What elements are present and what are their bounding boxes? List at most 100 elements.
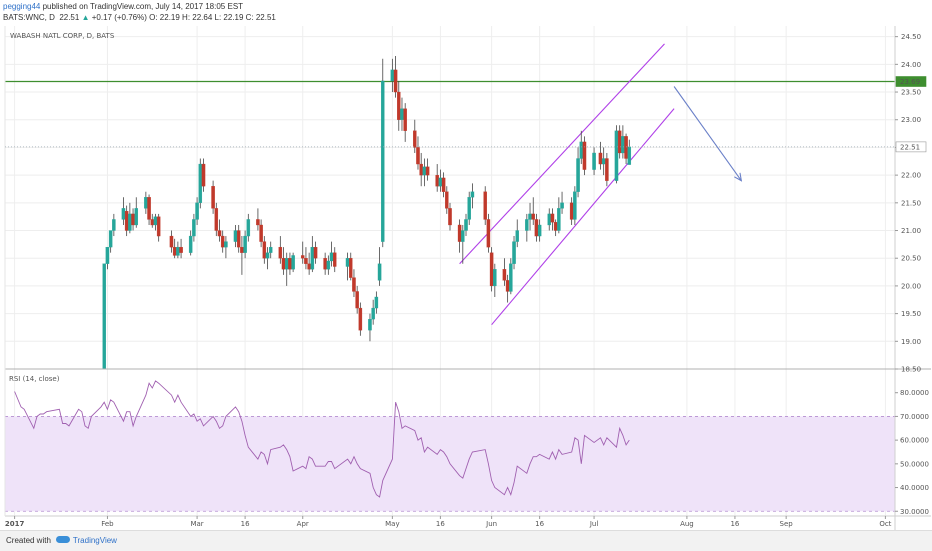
time-tick-label: Apr bbox=[297, 520, 309, 528]
price-tick-label: 18.50 bbox=[901, 366, 921, 374]
candle-body bbox=[461, 230, 465, 242]
candle-body bbox=[265, 252, 270, 259]
candle-body bbox=[144, 197, 148, 209]
price-chart[interactable]: 18.50 19.00 19.50 20.00 20.50 21.00 21.50 22.00… bbox=[0, 26, 932, 530]
rsi-tick-label: 80.0000 bbox=[900, 389, 929, 397]
candle-body bbox=[134, 208, 139, 226]
time-tick-label: 2017 bbox=[5, 520, 25, 528]
price-tick-label: 23.00 bbox=[901, 116, 921, 124]
candle-body bbox=[323, 258, 327, 270]
candle-body bbox=[121, 208, 126, 220]
channel-upper-line bbox=[459, 43, 665, 265]
time-tick-label: Sep bbox=[780, 520, 794, 528]
candle-body bbox=[300, 255, 305, 259]
author-link[interactable]: pegging44 bbox=[3, 2, 41, 11]
publish-line: pegging44 published on TradingView.com, … bbox=[3, 2, 243, 11]
pane-frame bbox=[4, 26, 931, 530]
symbol-label: BATS:WNC, D bbox=[3, 13, 55, 22]
candle-body bbox=[368, 318, 372, 331]
candle-body bbox=[105, 246, 110, 264]
time-tick-label: 16 bbox=[535, 520, 544, 528]
candle-body bbox=[403, 108, 407, 131]
candle-body bbox=[220, 235, 225, 248]
candle-body bbox=[371, 307, 375, 320]
candle-body bbox=[201, 163, 206, 187]
candle-body bbox=[179, 246, 183, 253]
tradingview-link[interactable]: TradingView bbox=[72, 536, 117, 545]
price-tick-label: 20.50 bbox=[901, 255, 921, 263]
candle-body bbox=[397, 91, 401, 120]
price-tick-label: 19.50 bbox=[901, 310, 921, 318]
price-tick-label: 22.00 bbox=[901, 172, 921, 180]
candle-body bbox=[582, 141, 587, 170]
candle-body bbox=[381, 80, 385, 242]
time-axis[interactable]: 2017 Feb Mar 16 Apr May 16 Jun 16 Jul Aug 16 Sep Oct bbox=[5, 516, 892, 528]
candle-body bbox=[169, 235, 174, 248]
price-tick-label: 21.50 bbox=[901, 199, 921, 207]
candle-body bbox=[553, 222, 558, 231]
candle-body bbox=[211, 186, 215, 209]
main-pane-title: WABASH NATL CORP, D, BATS bbox=[10, 32, 115, 40]
price-tags: 23.69 22.51 bbox=[5, 76, 927, 153]
candle-body bbox=[601, 158, 606, 165]
time-tick-label: May bbox=[385, 520, 399, 528]
candle-body bbox=[304, 258, 308, 264]
candle-body bbox=[493, 269, 497, 287]
footer-bar: Created with TradingView bbox=[0, 530, 932, 551]
ohlc-values: O: 22.19 H: 22.64 L: 22.19 C: 22.51 bbox=[149, 13, 276, 22]
candle-body bbox=[358, 307, 363, 331]
candle-body bbox=[355, 291, 359, 309]
candle-body bbox=[349, 258, 353, 278]
candle-body bbox=[614, 130, 619, 181]
candle-body bbox=[550, 213, 555, 223]
candle-body bbox=[124, 210, 129, 231]
publish-info: published on TradingView.com, July 14, 2… bbox=[42, 2, 244, 11]
candle-body bbox=[592, 152, 596, 170]
candle-body bbox=[531, 213, 535, 220]
time-tick-label: 16 bbox=[436, 520, 445, 528]
candle-body bbox=[224, 241, 228, 248]
candle-body bbox=[288, 258, 292, 270]
price-tick-label: 23.50 bbox=[901, 89, 921, 97]
time-tick-label: 16 bbox=[241, 520, 250, 528]
candle-body bbox=[332, 252, 337, 267]
candle-body bbox=[435, 174, 439, 187]
candle-body bbox=[243, 235, 247, 253]
candle-body bbox=[547, 213, 551, 226]
candle-body bbox=[192, 219, 196, 237]
candle-body bbox=[240, 246, 244, 253]
rsi-axis: 30.0000 40.0000 50.0000 60.0000 70.0000 80.00… bbox=[895, 389, 929, 516]
candle-body bbox=[413, 130, 417, 148]
candle-body bbox=[627, 146, 632, 165]
forecast-arrow-line bbox=[673, 86, 742, 181]
time-tick-label: Aug bbox=[680, 520, 694, 528]
time-tick-label: 16 bbox=[730, 520, 739, 528]
time-tick-label: Jul bbox=[589, 520, 599, 528]
arrow-head-icon bbox=[734, 172, 743, 182]
candle-body bbox=[214, 208, 219, 231]
candle-body bbox=[425, 166, 430, 176]
candle-body bbox=[390, 69, 395, 82]
price-tick-label: 24.50 bbox=[901, 33, 921, 41]
rsi-tick-label: 30.0000 bbox=[900, 508, 929, 516]
candle-body bbox=[112, 219, 116, 231]
candle-body bbox=[198, 163, 203, 203]
candle-body bbox=[502, 269, 507, 281]
candle-body bbox=[153, 216, 158, 226]
candle-body bbox=[605, 158, 609, 181]
candle-body bbox=[509, 263, 513, 292]
time-tick-label: Mar bbox=[190, 520, 203, 528]
candle-body bbox=[486, 219, 491, 248]
price-tick-label: 21.00 bbox=[901, 227, 921, 235]
candle-body bbox=[156, 216, 161, 237]
cloud-logo-icon bbox=[55, 536, 70, 544]
candle-body bbox=[313, 246, 318, 259]
quote-line: BATS:WNC, D 22.51 ▲ +0.17 (+0.76%) O: 22… bbox=[3, 13, 276, 22]
candle-body bbox=[438, 177, 443, 187]
candle-body bbox=[512, 241, 516, 264]
candle-body bbox=[598, 152, 603, 165]
candle-body bbox=[352, 277, 356, 292]
candle-body bbox=[515, 230, 519, 242]
candle-body bbox=[560, 202, 564, 209]
candle-body bbox=[310, 246, 315, 270]
